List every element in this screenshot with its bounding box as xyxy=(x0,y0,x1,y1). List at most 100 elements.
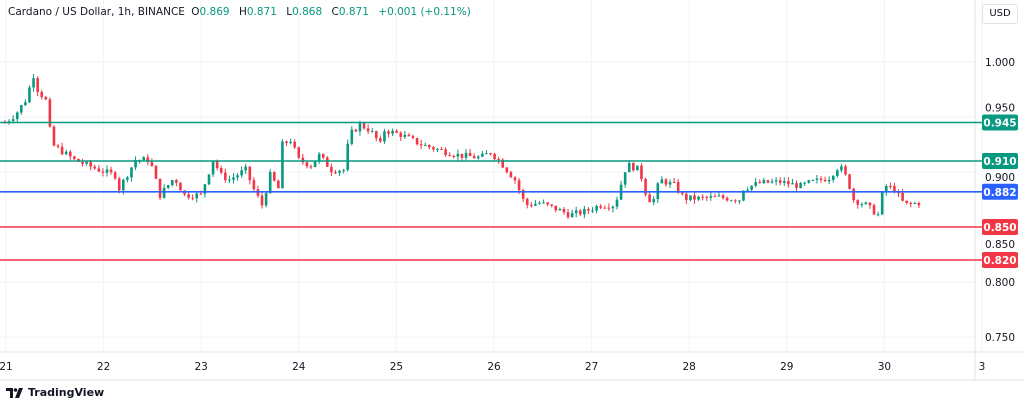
candle-body xyxy=(28,87,31,103)
candle-body xyxy=(819,178,823,180)
candle-body xyxy=(403,134,407,137)
candle-body xyxy=(264,193,268,206)
candle-body xyxy=(374,131,378,139)
candle-body xyxy=(211,161,215,175)
candle-body xyxy=(158,178,162,198)
candle-body xyxy=(697,196,700,200)
candle-body xyxy=(811,179,815,181)
candle-body xyxy=(758,182,762,184)
candle-body xyxy=(791,183,794,185)
candle-body xyxy=(452,156,456,158)
candle-body xyxy=(313,161,317,168)
candle-body xyxy=(44,97,48,100)
candle-body xyxy=(301,157,305,163)
candle-body xyxy=(260,195,264,206)
candle-body xyxy=(89,161,92,167)
candle-body xyxy=(880,192,884,215)
candle-body xyxy=(444,149,447,155)
price-change: +0.001 (+0.11%) xyxy=(378,6,471,18)
candle-body xyxy=(113,172,117,179)
candle-body xyxy=(32,78,35,88)
candle-body xyxy=(383,131,386,142)
candle-body xyxy=(20,105,23,113)
candle-body xyxy=(742,190,745,201)
currency-button[interactable]: USD xyxy=(982,4,1018,24)
level-label-badge xyxy=(982,153,1018,169)
candle-body xyxy=(685,193,688,201)
candle-body xyxy=(468,152,472,157)
level-label-text: 0.910 xyxy=(983,156,1016,168)
candle-body xyxy=(738,200,741,202)
price-tick-label: 0.850 xyxy=(985,239,1015,251)
candle-body xyxy=(799,183,802,189)
candle-body xyxy=(660,179,664,184)
candle-body xyxy=(836,170,839,176)
candle-body xyxy=(93,166,97,169)
time-tick-label: 28 xyxy=(683,361,696,373)
candle-body xyxy=(481,153,484,157)
candle-body xyxy=(668,181,672,185)
price-tick-label: 1.000 xyxy=(985,57,1015,69)
candle-body xyxy=(407,134,411,137)
candle-body xyxy=(721,195,725,198)
level-label-text: 0.850 xyxy=(983,222,1016,234)
candle-body xyxy=(240,170,243,176)
candle-body xyxy=(905,200,908,204)
candle-body xyxy=(725,197,729,201)
candle-body xyxy=(432,147,435,150)
candle-body xyxy=(456,153,460,157)
candle-body xyxy=(73,156,76,159)
candle-body xyxy=(542,202,545,204)
candle-body xyxy=(530,204,533,206)
candle-body xyxy=(36,78,39,93)
candle-body xyxy=(203,184,207,194)
candle-body xyxy=(460,153,464,158)
candle-body xyxy=(97,168,101,172)
candle-body xyxy=(419,144,423,146)
candle-body xyxy=(358,123,362,132)
candle-body xyxy=(252,180,256,190)
candle-body xyxy=(195,193,199,199)
candle-body xyxy=(558,209,562,211)
candle-body xyxy=(546,202,549,205)
candle-body xyxy=(746,189,749,191)
time-tick-label: 24 xyxy=(292,361,306,373)
candle-body xyxy=(399,132,403,137)
candle-body xyxy=(379,138,382,142)
candle-body xyxy=(701,196,704,198)
time-tick-label: 23 xyxy=(195,361,208,373)
candle-body xyxy=(215,161,219,168)
candle-body xyxy=(297,147,301,158)
tradingview-logo[interactable]: TradingView xyxy=(6,386,104,399)
candle-body xyxy=(762,180,766,183)
candle-body xyxy=(199,193,203,195)
time-tick-label: 30 xyxy=(878,361,891,373)
candle-body xyxy=(15,112,19,120)
candle-body xyxy=(787,181,790,185)
candle-body xyxy=(440,148,443,150)
candle-body xyxy=(40,92,44,98)
candle-body xyxy=(587,208,590,211)
time-tick-label: 27 xyxy=(585,361,598,373)
candle-body xyxy=(856,200,860,205)
candle-body xyxy=(603,207,607,209)
candle-body xyxy=(672,181,676,183)
candle-body xyxy=(289,141,292,144)
candle-body xyxy=(350,129,354,144)
candle-body xyxy=(860,204,864,206)
candle-body xyxy=(872,205,876,215)
candle-body xyxy=(827,179,831,182)
candle-body xyxy=(917,202,921,206)
candle-body xyxy=(52,126,56,146)
candle-body xyxy=(795,183,798,189)
candle-body xyxy=(411,136,415,138)
candle-body xyxy=(632,162,635,171)
candle-body xyxy=(146,157,150,163)
candle-body xyxy=(901,192,904,201)
candle-body xyxy=(538,202,541,204)
candle-body xyxy=(387,131,390,134)
candle-body xyxy=(734,200,737,202)
candle-body xyxy=(448,154,452,157)
price-tick-label: 0.800 xyxy=(985,277,1015,289)
